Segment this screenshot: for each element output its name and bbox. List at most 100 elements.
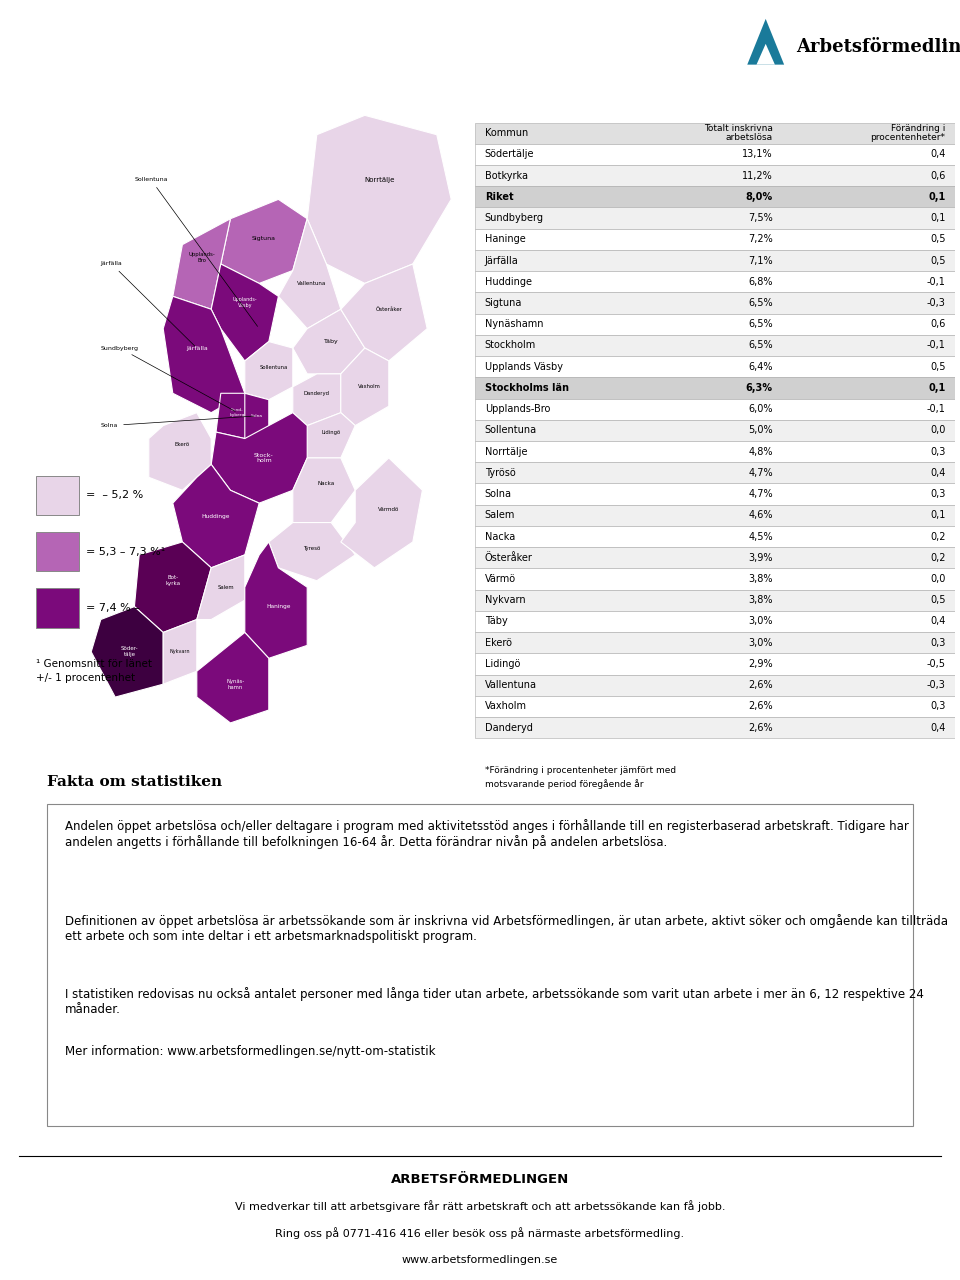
Text: Nynäshamn: Nynäshamn <box>485 319 543 329</box>
FancyBboxPatch shape <box>475 611 955 632</box>
Text: Definitionen av öppet arbetslösa är arbetssökande som är inskrivna vid Arbetsför: Definitionen av öppet arbetslösa är arbe… <box>65 914 948 943</box>
Polygon shape <box>221 200 307 283</box>
Text: Andelen öppet arbetslösa och/eller deltagare i program med aktivitetsstöd anges : Andelen öppet arbetslösa och/eller delta… <box>65 819 909 849</box>
Text: 0,1: 0,1 <box>928 383 946 393</box>
FancyBboxPatch shape <box>475 292 955 314</box>
Text: 0,4: 0,4 <box>930 617 946 626</box>
FancyBboxPatch shape <box>475 653 955 675</box>
FancyBboxPatch shape <box>475 696 955 717</box>
Text: Sollentuna: Sollentuna <box>259 365 288 370</box>
Text: www.arbetsformedlingen.se: www.arbetsformedlingen.se <box>402 1254 558 1265</box>
FancyBboxPatch shape <box>475 526 955 547</box>
Text: Södertälje: Södertälje <box>485 150 535 160</box>
Text: =  – 5,2 %: = – 5,2 % <box>86 490 144 500</box>
Text: Danderyd: Danderyd <box>485 723 533 732</box>
Text: 6,5%: 6,5% <box>748 340 773 351</box>
Text: Järfälla: Järfälla <box>485 256 518 265</box>
Polygon shape <box>163 297 245 412</box>
Text: Solna: Solna <box>251 413 263 417</box>
Text: Nynäs-
hamn: Nynäs- hamn <box>226 678 245 690</box>
Text: Vallentuna: Vallentuna <box>485 680 537 690</box>
Text: I statistiken redovisas nu också antalet personer med långa tider utan arbete, a: I statistiken redovisas nu också antalet… <box>65 987 924 1016</box>
Text: -0,3: -0,3 <box>926 298 946 308</box>
Text: 11,2%: 11,2% <box>742 170 773 180</box>
Text: 0,3: 0,3 <box>930 489 946 499</box>
Text: 0,1: 0,1 <box>928 192 946 202</box>
Text: 3,0%: 3,0% <box>748 637 773 648</box>
Polygon shape <box>91 607 163 698</box>
Text: 0,4: 0,4 <box>930 150 946 160</box>
Text: 3,8%: 3,8% <box>748 595 773 605</box>
FancyBboxPatch shape <box>36 476 79 515</box>
Text: 0,3: 0,3 <box>930 701 946 712</box>
Text: Upplands-Bro: Upplands-Bro <box>485 404 550 415</box>
Polygon shape <box>245 393 269 439</box>
Text: -0,1: -0,1 <box>926 340 946 351</box>
Text: Solna: Solna <box>485 489 512 499</box>
Text: Norrtälje: Norrtälje <box>364 177 395 183</box>
Text: Mer information: www.arbetsformedlingen.se/nytt-om-statistik: Mer information: www.arbetsformedlingen.… <box>65 1046 436 1059</box>
Text: Järfälla: Järfälla <box>186 346 207 351</box>
Text: *Förändring i procentenheter jämfört med
motsvarande period föregående år: *Förändring i procentenheter jämfört med… <box>485 765 676 788</box>
Text: 2,6%: 2,6% <box>748 701 773 712</box>
Text: 0,3: 0,3 <box>930 637 946 648</box>
Text: 7,1%: 7,1% <box>748 256 773 265</box>
Text: 8,0%: 8,0% <box>746 192 773 202</box>
Text: 4,7%: 4,7% <box>748 467 773 477</box>
Text: Upplands-
Bro: Upplands- Bro <box>188 252 215 262</box>
Polygon shape <box>756 44 775 64</box>
Text: Fakta om statistiken: Fakta om statistiken <box>47 776 223 790</box>
Text: 5,0%: 5,0% <box>748 425 773 435</box>
Text: 0,3: 0,3 <box>930 447 946 457</box>
Text: = 7,4 % –: = 7,4 % – <box>86 603 140 613</box>
Text: Tyrösö: Tyrösö <box>485 467 516 477</box>
Polygon shape <box>216 393 259 439</box>
Text: Upplands Väsby: Upplands Väsby <box>485 362 563 371</box>
Text: 0,5: 0,5 <box>930 595 946 605</box>
Text: 0,5: 0,5 <box>930 362 946 371</box>
Text: 4,6%: 4,6% <box>748 511 773 520</box>
Text: Vallentuna: Vallentuna <box>298 280 326 285</box>
Text: 3,8%: 3,8% <box>748 573 773 584</box>
Text: -0,3: -0,3 <box>926 680 946 690</box>
Text: = 5,3 – 7,3 %¹: = 5,3 – 7,3 %¹ <box>86 547 166 557</box>
Text: Nykvarn: Nykvarn <box>485 595 525 605</box>
Text: Tyresö: Tyresö <box>303 545 321 550</box>
Text: arbetslösa: arbetslösa <box>726 133 773 142</box>
FancyBboxPatch shape <box>475 250 955 271</box>
FancyBboxPatch shape <box>475 504 955 526</box>
FancyBboxPatch shape <box>475 442 955 462</box>
Text: Ring oss på 0771-416 416 eller besök oss på närmaste arbetsförmedling.: Ring oss på 0771-416 416 eller besök oss… <box>276 1228 684 1239</box>
Text: Sollentuna: Sollentuna <box>485 425 537 435</box>
Text: Huddinge: Huddinge <box>202 513 230 518</box>
Polygon shape <box>341 458 422 568</box>
Polygon shape <box>211 264 278 361</box>
Polygon shape <box>747 19 784 64</box>
Text: 6,5%: 6,5% <box>748 319 773 329</box>
FancyBboxPatch shape <box>475 165 955 187</box>
Text: Lidingö: Lidingö <box>485 659 520 669</box>
Text: Täby: Täby <box>485 617 508 626</box>
Text: -0,1: -0,1 <box>926 404 946 415</box>
FancyBboxPatch shape <box>475 378 955 398</box>
Text: 0,6: 0,6 <box>930 319 946 329</box>
Text: Vaxholm: Vaxholm <box>485 701 527 712</box>
Text: 4,8%: 4,8% <box>748 447 773 457</box>
FancyBboxPatch shape <box>475 420 955 442</box>
Text: Haninge: Haninge <box>485 234 525 244</box>
Polygon shape <box>134 541 211 632</box>
Text: -0,1: -0,1 <box>926 276 946 287</box>
Text: 2,6%: 2,6% <box>748 723 773 732</box>
Polygon shape <box>173 219 230 310</box>
Text: 0,4: 0,4 <box>930 723 946 732</box>
Text: Ekerö: Ekerö <box>175 443 190 448</box>
FancyBboxPatch shape <box>475 143 955 165</box>
Polygon shape <box>149 412 211 490</box>
FancyBboxPatch shape <box>475 717 955 739</box>
Text: 0,5: 0,5 <box>930 256 946 265</box>
Text: 0,6: 0,6 <box>930 170 946 180</box>
FancyBboxPatch shape <box>475 123 955 143</box>
Text: 4,5%: 4,5% <box>748 531 773 541</box>
Text: 6,0%: 6,0% <box>748 404 773 415</box>
Text: Sigtuna: Sigtuna <box>485 298 522 308</box>
